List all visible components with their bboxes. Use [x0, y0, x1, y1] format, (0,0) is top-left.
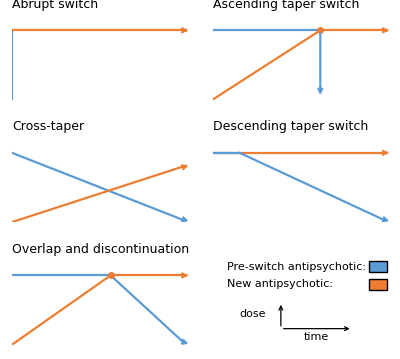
Text: Pre-switch antipsychotic:: Pre-switch antipsychotic: — [227, 261, 366, 271]
Text: New antipsychotic:: New antipsychotic: — [227, 279, 333, 289]
Text: Ascending taper switch: Ascending taper switch — [213, 0, 359, 11]
Bar — [369, 261, 387, 272]
Text: dose: dose — [239, 309, 266, 320]
Text: Overlap and discontinuation: Overlap and discontinuation — [12, 243, 189, 256]
Text: time: time — [304, 332, 329, 342]
Text: Descending taper switch: Descending taper switch — [213, 120, 368, 133]
Text: Abrupt switch: Abrupt switch — [12, 0, 98, 11]
Text: Cross-taper: Cross-taper — [12, 120, 84, 133]
Bar — [369, 279, 387, 290]
